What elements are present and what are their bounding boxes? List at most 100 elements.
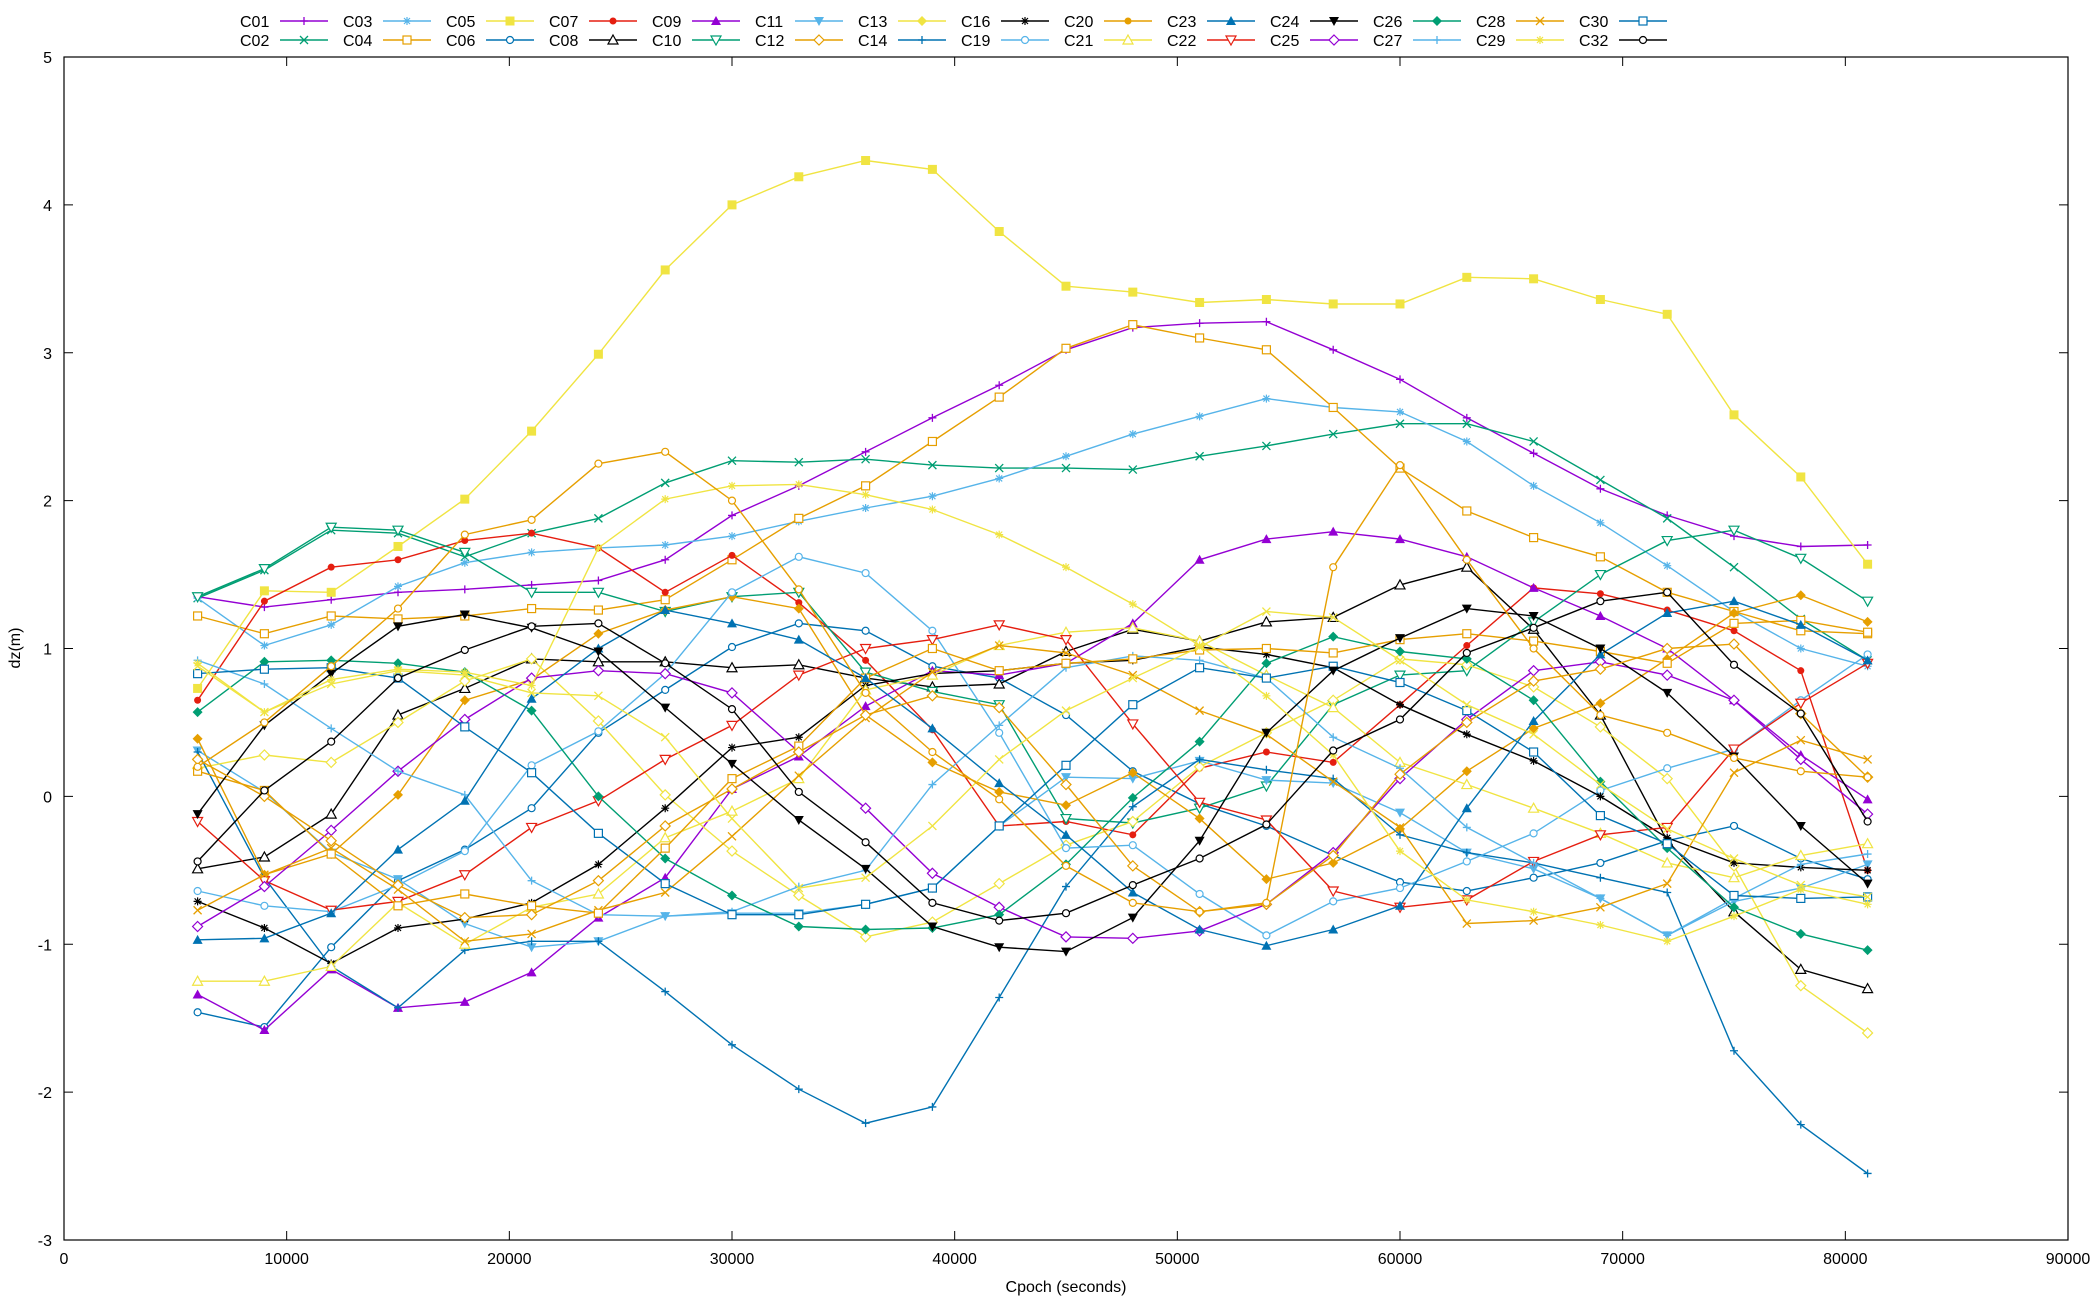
data-point [259, 656, 270, 667]
data-point [1796, 735, 1806, 745]
data-point [994, 226, 1004, 236]
data-point [794, 172, 804, 182]
data-point [1329, 563, 1338, 572]
data-point [995, 795, 1004, 804]
data-point [527, 804, 536, 813]
data-point [1393, 670, 1407, 682]
data-point [1261, 940, 1272, 950]
data-point [1796, 472, 1806, 482]
data-point [327, 724, 336, 733]
legend: C01 C03 C05 C07 C09 C11 C13 C16 C20 C23 C24 C26 C28 C… [240, 14, 1667, 50]
series-C28 [193, 607, 1873, 902]
data-point [1460, 716, 1473, 729]
legend-item-C29: C29 [1476, 33, 1564, 50]
data-point [728, 1040, 736, 1049]
data-point [1863, 773, 1872, 782]
legend-marker [300, 17, 308, 25]
series-line-C18 [197, 624, 1868, 911]
data-point [1595, 698, 1606, 709]
legend-item-C14: C14 [858, 33, 946, 50]
series-C01 [193, 317, 1872, 612]
legend-label: C29 [1476, 33, 1505, 50]
data-point [1529, 729, 1539, 739]
legend-marker [609, 17, 617, 25]
data-point [1460, 560, 1473, 572]
data-point [1529, 481, 1538, 490]
data-point [191, 592, 204, 603]
data-point [794, 771, 804, 781]
series-C25 [192, 596, 1873, 950]
data-point [1795, 590, 1806, 601]
legend-item-C01: C01 [240, 14, 328, 31]
data-point [661, 588, 669, 596]
data-point [1730, 627, 1738, 635]
data-point [659, 754, 672, 766]
data-point [862, 656, 870, 664]
data-point [1794, 698, 1807, 710]
legend-label: C12 [755, 33, 784, 50]
data-point [192, 707, 203, 718]
data-point [1595, 649, 1606, 659]
data-point [794, 619, 803, 628]
data-point [1595, 475, 1605, 485]
data-point [860, 924, 871, 935]
data-point [458, 682, 471, 694]
data-point [1595, 610, 1606, 620]
data-point [1796, 893, 1806, 904]
data-point [593, 349, 603, 359]
data-point [193, 659, 202, 668]
data-point [459, 695, 470, 706]
data-point [1728, 694, 1740, 707]
data-point [1863, 866, 1872, 875]
data-point [1128, 880, 1137, 890]
legend-label: C01 [240, 14, 269, 31]
data-point [927, 436, 938, 447]
data-point [594, 860, 603, 869]
data-point [1126, 815, 1139, 828]
series-C02 [193, 419, 1873, 665]
data-point [660, 853, 671, 864]
data-point [1396, 847, 1404, 856]
data-point [1663, 728, 1672, 737]
data-point [1395, 419, 1405, 429]
data-point [1061, 710, 1071, 720]
data-point [1395, 883, 1405, 893]
data-point [1129, 831, 1137, 839]
data-point [1528, 582, 1539, 592]
series-line-C14 [196, 751, 1869, 1175]
data-point [1128, 898, 1137, 907]
data-point [1329, 733, 1338, 742]
data-point [794, 882, 803, 891]
data-point [193, 857, 202, 866]
data-point [1262, 650, 1271, 659]
series-line-C11 [197, 749, 1868, 948]
legend-item-C21: C21 [1064, 33, 1152, 50]
data-point [660, 732, 670, 742]
data-point [928, 492, 937, 501]
data-point [325, 756, 338, 769]
data-point [661, 495, 670, 504]
y-tick-label: 4 [43, 198, 52, 215]
data-point [193, 683, 203, 693]
data-point [1862, 794, 1873, 804]
data-point [460, 936, 470, 946]
data-point [327, 943, 336, 952]
data-point [458, 911, 471, 924]
data-point [1261, 728, 1272, 738]
data-point [994, 909, 1005, 920]
legend-marker [1224, 35, 1238, 47]
data-point [527, 580, 536, 589]
data-point [859, 667, 872, 679]
data-point [1395, 646, 1405, 657]
data-point [660, 879, 670, 889]
data-point [1328, 648, 1338, 658]
data-point [460, 494, 470, 504]
data-point [860, 899, 871, 909]
data-point [1462, 648, 1471, 658]
series-C29 [193, 480, 1872, 946]
data-point [1328, 612, 1338, 622]
data-point [859, 643, 872, 655]
legend-label: C09 [652, 14, 681, 31]
data-point [1061, 760, 1071, 770]
series-line-C10 [197, 526, 1868, 824]
